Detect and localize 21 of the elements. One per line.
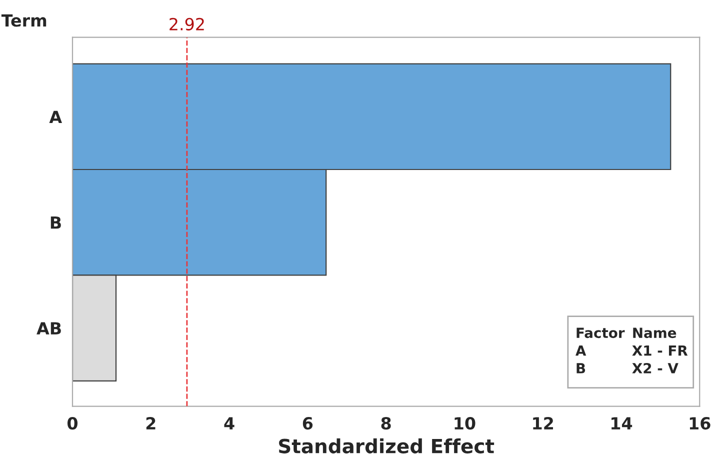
x-tick-label: 16: [690, 417, 710, 430]
x-tick-label: 6: [302, 417, 313, 430]
x-tick-label: 12: [533, 417, 553, 430]
x-tick-label: 0: [68, 417, 78, 430]
annotation: X2 - V: [632, 363, 678, 374]
x-tick-label: 2: [146, 417, 156, 430]
annotation: Factor: [576, 328, 625, 338]
y-axis-title: Term: [1, 14, 46, 27]
x-tick-label: 14: [612, 417, 632, 430]
annotation: A: [576, 345, 586, 356]
annotation: X1 - FR: [632, 345, 688, 356]
x-tick-label: 8: [381, 417, 391, 430]
x-tick-label: 10: [454, 417, 476, 430]
y-tick-label: B: [50, 216, 61, 229]
y-tick-label: A: [49, 110, 62, 123]
ref-line-label: 2.92: [170, 18, 204, 30]
y-tick-label: AB: [36, 322, 61, 334]
x-axis-title: Standardized Effect: [279, 438, 494, 454]
annotation: B: [576, 363, 586, 374]
x-tick-label: 4: [224, 417, 234, 430]
annotation: Name: [633, 328, 676, 338]
